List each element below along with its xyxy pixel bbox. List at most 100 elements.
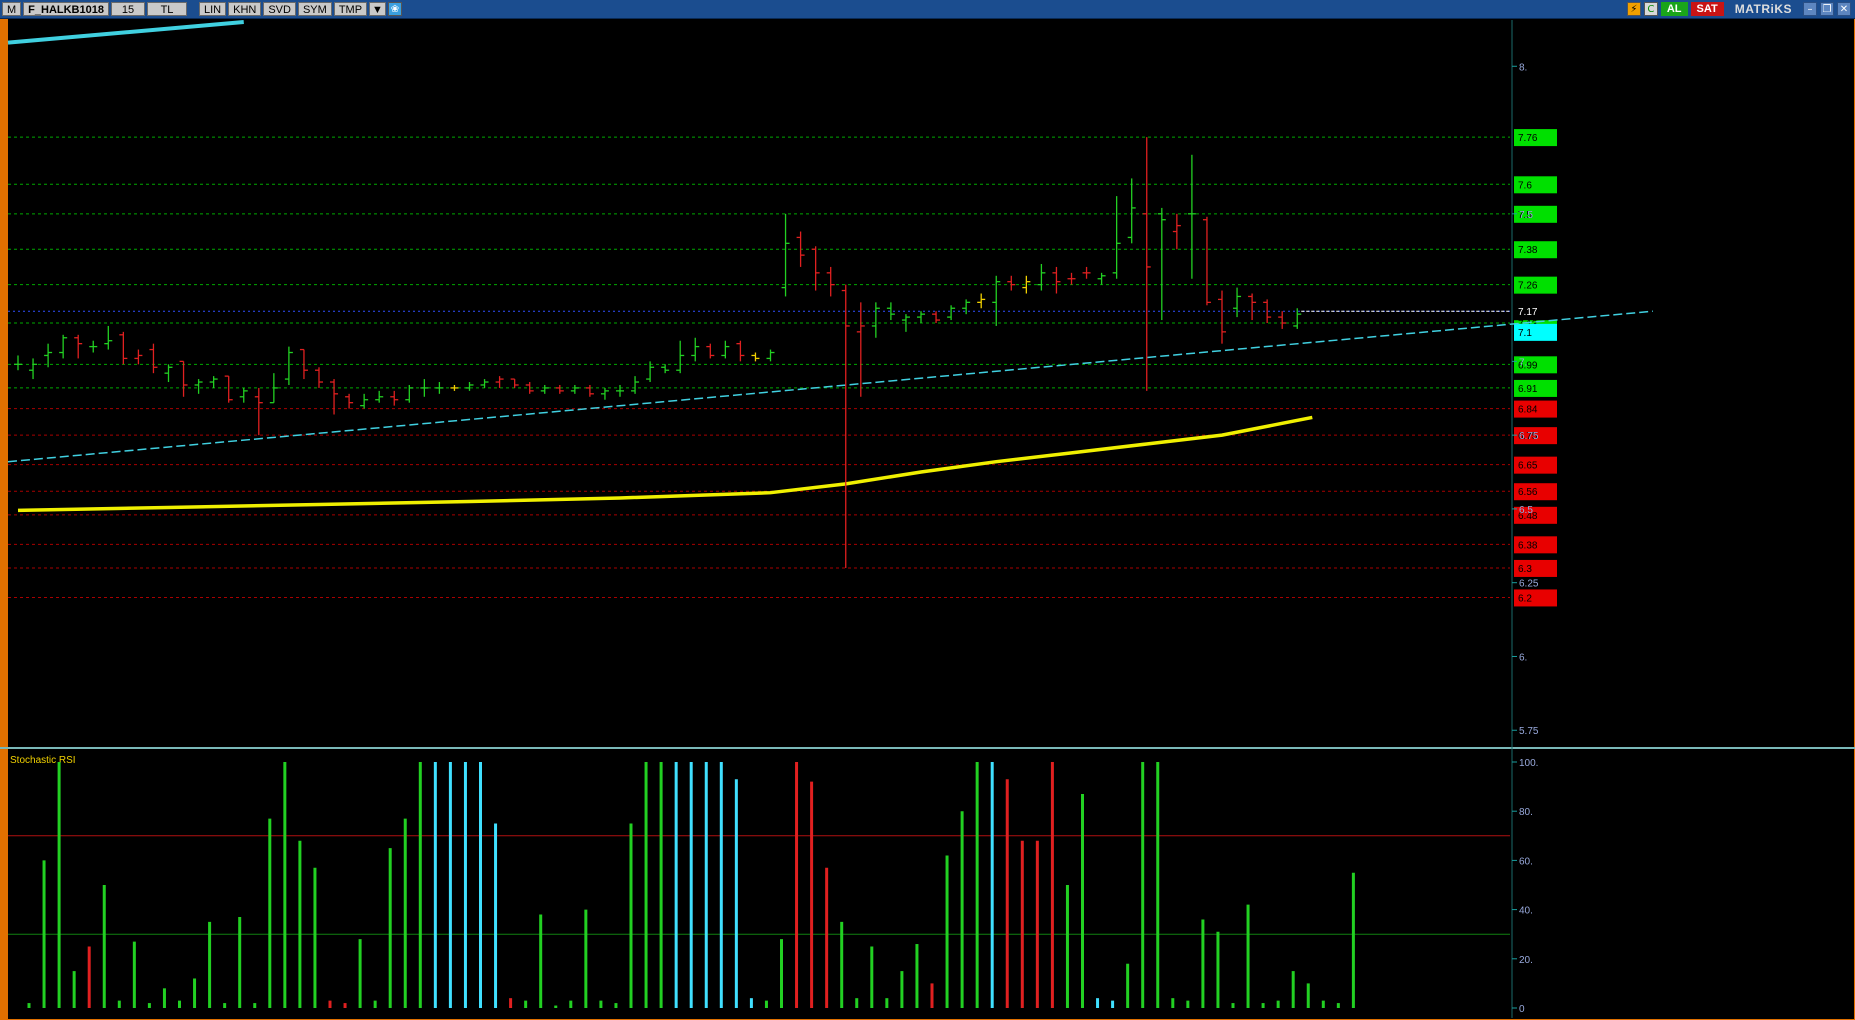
ohlc-bar — [721, 340, 730, 359]
close-icon[interactable]: ✕ — [1837, 2, 1851, 16]
moving-average-line — [17, 415, 1313, 513]
svd-button[interactable]: SVD — [263, 2, 296, 16]
ohlc-bar — [841, 284, 850, 568]
restore-icon[interactable]: ❐ — [1820, 2, 1834, 16]
oscillator-title: Stochastic RSI — [10, 755, 76, 766]
ohlc-bar — [1127, 178, 1136, 244]
ohlc-bar — [239, 387, 248, 403]
ohlc-bar — [1278, 311, 1287, 329]
ohlc-bar — [826, 266, 835, 297]
ohlc-bar — [977, 293, 986, 309]
support-trendline — [7, 310, 1653, 463]
ohlc-bar — [751, 352, 760, 362]
ohlc-bar — [1052, 266, 1061, 294]
ohlc-bar — [585, 384, 594, 397]
price-level-box — [1514, 205, 1557, 223]
symbol-selector[interactable]: F_HALKB1018 — [23, 2, 109, 16]
ohlc-bar — [616, 384, 624, 397]
oscillator-axis-tick-label: 60. — [1519, 856, 1533, 867]
price-level-box — [1514, 129, 1557, 147]
ohlc-bar — [1293, 308, 1302, 329]
ohlc-bar — [886, 302, 895, 321]
price-axis-tick-label: 8. — [1519, 62, 1527, 73]
ohlc-bar — [1248, 293, 1257, 321]
ohlc-bar — [420, 379, 429, 397]
twitter-icon[interactable]: ❀ — [387, 2, 402, 16]
price-level-label: 6.2 — [1518, 593, 1532, 604]
price-level-label: 6.56 — [1518, 487, 1538, 498]
ohlc-bar — [375, 390, 384, 403]
price-level-label: 7.6 — [1518, 180, 1532, 191]
brand-logo: MATRiKS — [1734, 2, 1792, 16]
upper-trendline — [7, 20, 244, 45]
ohlc-bar — [992, 275, 1001, 326]
ohlc-bar — [1142, 137, 1151, 391]
price-level-box — [1514, 241, 1557, 259]
price-axis-tick-label: 6. — [1519, 652, 1527, 663]
price-level-box — [1514, 589, 1557, 607]
ohlc-bar — [600, 387, 609, 400]
khn-button[interactable]: KHN — [228, 2, 262, 16]
ohlc-bar — [540, 384, 549, 394]
ohlc-bar — [1218, 290, 1226, 344]
oscillator-axis-tick-label: 20. — [1519, 955, 1533, 966]
oscillator-axis-tick-label: 40. — [1519, 906, 1533, 917]
ohlc-bar — [766, 349, 775, 362]
refresh-icon[interactable]: C — [1643, 2, 1658, 16]
oscillator-axis-tick-label: 0 — [1519, 1004, 1525, 1015]
price-level-box — [1514, 276, 1557, 294]
ohlc-bar — [706, 343, 715, 359]
price-level-label: 6.65 — [1518, 461, 1538, 472]
price-level-label: 6.3 — [1518, 564, 1532, 575]
ohlc-bar — [1097, 272, 1106, 285]
price-axis-tick-label: 7. — [1519, 357, 1527, 368]
price-level-label: 7.5 — [1518, 210, 1532, 221]
ohlc-bar — [89, 340, 98, 353]
chart-titlebar: M F_HALKB1018 15 TL LIN KHN SVD SYM TMP … — [0, 0, 1855, 19]
ohlc-bar — [1187, 154, 1196, 279]
tmp-button[interactable]: TMP — [333, 2, 368, 16]
ohlc-bar — [59, 334, 68, 359]
ohlc-bar — [194, 379, 203, 394]
ohlc-bar — [570, 384, 579, 394]
ohlc-bar — [164, 364, 173, 383]
ohlc-bar — [796, 231, 805, 267]
price-level-label: 6.75 — [1518, 431, 1538, 442]
lin-button[interactable]: LIN — [198, 2, 227, 16]
last-price-label: 7.17 — [1518, 307, 1538, 318]
cyan-marker-label: 7.1 — [1518, 328, 1532, 339]
ohlc-bar — [917, 311, 925, 324]
ohlc-bar — [315, 367, 323, 388]
ohlc-bar — [871, 302, 880, 338]
ohlc-bar — [435, 382, 444, 394]
ohlc-bar — [284, 346, 293, 385]
window-menu-button[interactable]: M — [2, 2, 22, 16]
price-level-box — [1514, 356, 1557, 374]
price-level-label: 6.84 — [1518, 405, 1538, 416]
ohlc-bar — [179, 360, 188, 397]
oscillator-axis-tick-label: 80. — [1519, 807, 1533, 818]
ohlc-bar — [525, 382, 534, 394]
price-level-label: 7.38 — [1518, 245, 1538, 256]
price-axis-tick-label: 6.5 — [1519, 505, 1533, 516]
flash-icon[interactable]: ⚡ — [1626, 2, 1641, 16]
minimize-icon[interactable]: – — [1803, 2, 1817, 16]
ohlc-bar — [405, 384, 414, 403]
ohlc-bar — [390, 390, 399, 406]
sym-button[interactable]: SYM — [297, 2, 332, 16]
ohlc-bar — [134, 349, 143, 365]
ohlc-bar — [676, 340, 685, 374]
buy-button[interactable]: AL — [1660, 2, 1688, 16]
sell-button[interactable]: SAT — [1690, 2, 1724, 16]
price-axis-tick-label: 7.5 — [1519, 210, 1533, 221]
dropdown-arrow-icon[interactable]: ▼ — [369, 2, 386, 16]
ohlc-bar — [1263, 299, 1272, 324]
price-level-box — [1514, 559, 1557, 577]
period-selector[interactable]: 15 — [110, 2, 145, 16]
ohlc-bar — [1172, 213, 1181, 250]
price-level-label: 6.38 — [1518, 540, 1538, 551]
price-level-box — [1514, 456, 1557, 474]
ohlc-bar — [555, 384, 564, 394]
ohlc-bar — [360, 393, 369, 409]
ohlc-bar — [149, 343, 158, 374]
